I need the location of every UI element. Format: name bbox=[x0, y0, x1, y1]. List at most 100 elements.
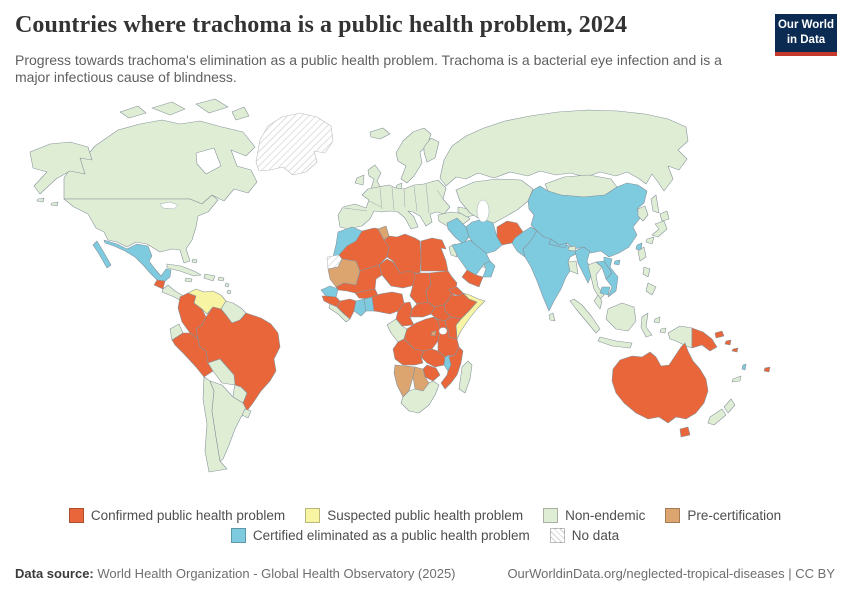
country-somalia[interactable] bbox=[455, 292, 486, 340]
country-vanuatu[interactable] bbox=[741, 363, 747, 371]
country-philippines-mindanao[interactable] bbox=[645, 282, 657, 296]
country-sumatra[interactable] bbox=[569, 298, 601, 334]
country-argentina[interactable] bbox=[209, 380, 248, 462]
country-bangladesh[interactable] bbox=[567, 260, 579, 275]
legend-item-confirmed[interactable]: Confirmed public health problem bbox=[68, 508, 286, 523]
country-tasmania[interactable] bbox=[679, 426, 691, 438]
country-angola[interactable] bbox=[392, 338, 425, 366]
country-new-zealand-south[interactable] bbox=[707, 408, 727, 426]
country-madagascar[interactable] bbox=[458, 360, 473, 394]
country-central-african-republic[interactable] bbox=[409, 301, 436, 318]
legend-label: Certified eliminated as a public health … bbox=[252, 528, 530, 543]
country-cote-divoire[interactable] bbox=[336, 298, 357, 320]
country-philippines-luzon[interactable] bbox=[637, 246, 647, 262]
legend-item-suspected[interactable]: Suspected public health problem bbox=[305, 508, 523, 523]
country-central-asia[interactable] bbox=[455, 178, 534, 224]
country-iceland[interactable] bbox=[369, 127, 391, 140]
country-arctic-island-2[interactable] bbox=[151, 101, 186, 116]
country-mozambique[interactable] bbox=[440, 346, 464, 390]
country-moluccas-1[interactable] bbox=[653, 316, 661, 324]
country-japan-hokkaido[interactable] bbox=[659, 210, 670, 222]
country-japan-kyushu[interactable] bbox=[645, 236, 655, 245]
legend-item-pre-certification[interactable]: Pre-certification bbox=[665, 508, 781, 523]
country-malaysia[interactable] bbox=[593, 294, 603, 310]
country-aleutian-2[interactable] bbox=[50, 201, 59, 207]
country-japan-honshu[interactable] bbox=[651, 220, 668, 238]
country-bhutan[interactable] bbox=[567, 245, 577, 252]
data-source-text: World Health Organization - Global Healt… bbox=[93, 566, 456, 581]
country-senegal-gambia[interactable] bbox=[320, 285, 339, 298]
country-yemen[interactable] bbox=[461, 269, 484, 288]
country-europe[interactable] bbox=[337, 179, 451, 230]
country-russia[interactable] bbox=[439, 109, 689, 192]
country-fiji[interactable] bbox=[763, 366, 771, 373]
country-united-kingdom[interactable] bbox=[367, 164, 382, 190]
country-solomon-1[interactable] bbox=[724, 339, 732, 346]
country-finland[interactable] bbox=[423, 137, 440, 163]
legend-swatch-pre-certification bbox=[665, 508, 681, 523]
country-korea[interactable] bbox=[637, 205, 649, 222]
country-puerto-rico[interactable] bbox=[217, 276, 225, 282]
country-papua-new-guinea[interactable] bbox=[691, 327, 718, 352]
country-moluccas-2[interactable] bbox=[659, 327, 667, 334]
country-burundi[interactable] bbox=[430, 330, 437, 337]
country-turkey[interactable] bbox=[437, 211, 471, 227]
country-scandinavia[interactable] bbox=[395, 127, 432, 184]
country-new-zealand-north[interactable] bbox=[723, 398, 736, 414]
country-greenland[interactable] bbox=[255, 112, 334, 176]
country-bolivia[interactable] bbox=[207, 358, 236, 386]
country-nepal[interactable] bbox=[548, 238, 568, 249]
country-usa[interactable] bbox=[63, 194, 219, 264]
country-lesser-antilles-2[interactable] bbox=[226, 289, 232, 295]
country-ghana[interactable] bbox=[353, 298, 367, 317]
country-vietnam[interactable] bbox=[603, 256, 619, 298]
country-mexico[interactable] bbox=[103, 239, 172, 282]
country-sakhalin[interactable] bbox=[650, 194, 660, 214]
legend-item-non-endemic[interactable]: Non-endemic bbox=[543, 508, 645, 523]
country-hispaniola[interactable] bbox=[203, 273, 216, 282]
country-arctic-island-1[interactable] bbox=[119, 105, 147, 119]
country-solomon-2[interactable] bbox=[731, 347, 739, 353]
country-south-africa[interactable] bbox=[400, 380, 440, 414]
country-oman[interactable] bbox=[482, 260, 496, 278]
country-new-britain[interactable] bbox=[714, 330, 725, 339]
country-mali[interactable] bbox=[335, 264, 383, 294]
country-baja-california[interactable] bbox=[92, 240, 112, 269]
country-alaska[interactable] bbox=[29, 141, 93, 195]
country-hainan[interactable] bbox=[613, 259, 621, 266]
country-sri-lanka[interactable] bbox=[548, 312, 556, 322]
country-ireland[interactable] bbox=[354, 174, 365, 186]
country-borneo[interactable] bbox=[605, 302, 637, 332]
legend-item-no-data[interactable]: No data bbox=[549, 528, 619, 543]
country-new-caledonia[interactable] bbox=[731, 375, 742, 383]
country-uruguay[interactable] bbox=[241, 408, 252, 419]
country-zambia[interactable] bbox=[420, 348, 446, 368]
country-cambodia[interactable] bbox=[599, 286, 611, 296]
country-canada[interactable] bbox=[63, 119, 258, 205]
country-arctic-island-4[interactable] bbox=[231, 106, 250, 121]
country-guatemala[interactable] bbox=[153, 279, 166, 290]
legend-row-1: Confirmed public health problem Suspecte… bbox=[68, 508, 781, 523]
legend-item-certified[interactable]: Certified eliminated as a public health … bbox=[230, 528, 530, 543]
country-lesser-antilles-1[interactable] bbox=[224, 282, 230, 288]
caspian-sea bbox=[476, 199, 490, 223]
legend-row-2: Certified eliminated as a public health … bbox=[230, 528, 619, 543]
country-egypt[interactable] bbox=[420, 237, 449, 272]
legend-label: Pre-certification bbox=[687, 508, 782, 523]
country-australia[interactable] bbox=[611, 342, 709, 424]
owid-url-link[interactable]: OurWorldinData.org/neglected-tropical-di… bbox=[507, 566, 835, 581]
country-philippines-visayas[interactable] bbox=[642, 266, 651, 278]
country-west-papua[interactable] bbox=[667, 325, 693, 349]
legend-label: Confirmed public health problem bbox=[90, 508, 286, 523]
owid-logo[interactable]: Our World in Data bbox=[775, 14, 837, 56]
legend-swatch-no-data bbox=[549, 528, 565, 543]
country-sulawesi[interactable] bbox=[640, 312, 653, 338]
country-java[interactable] bbox=[597, 336, 633, 349]
country-aleutian-1[interactable] bbox=[36, 197, 45, 203]
country-iraq-syria[interactable] bbox=[446, 217, 470, 245]
country-bahamas[interactable] bbox=[191, 258, 198, 264]
chart-subtitle: Progress towards trachoma's elimination … bbox=[15, 52, 722, 85]
country-jamaica[interactable] bbox=[184, 277, 193, 283]
country-arctic-island-3[interactable] bbox=[195, 98, 229, 114]
country-cuba[interactable] bbox=[166, 263, 202, 277]
